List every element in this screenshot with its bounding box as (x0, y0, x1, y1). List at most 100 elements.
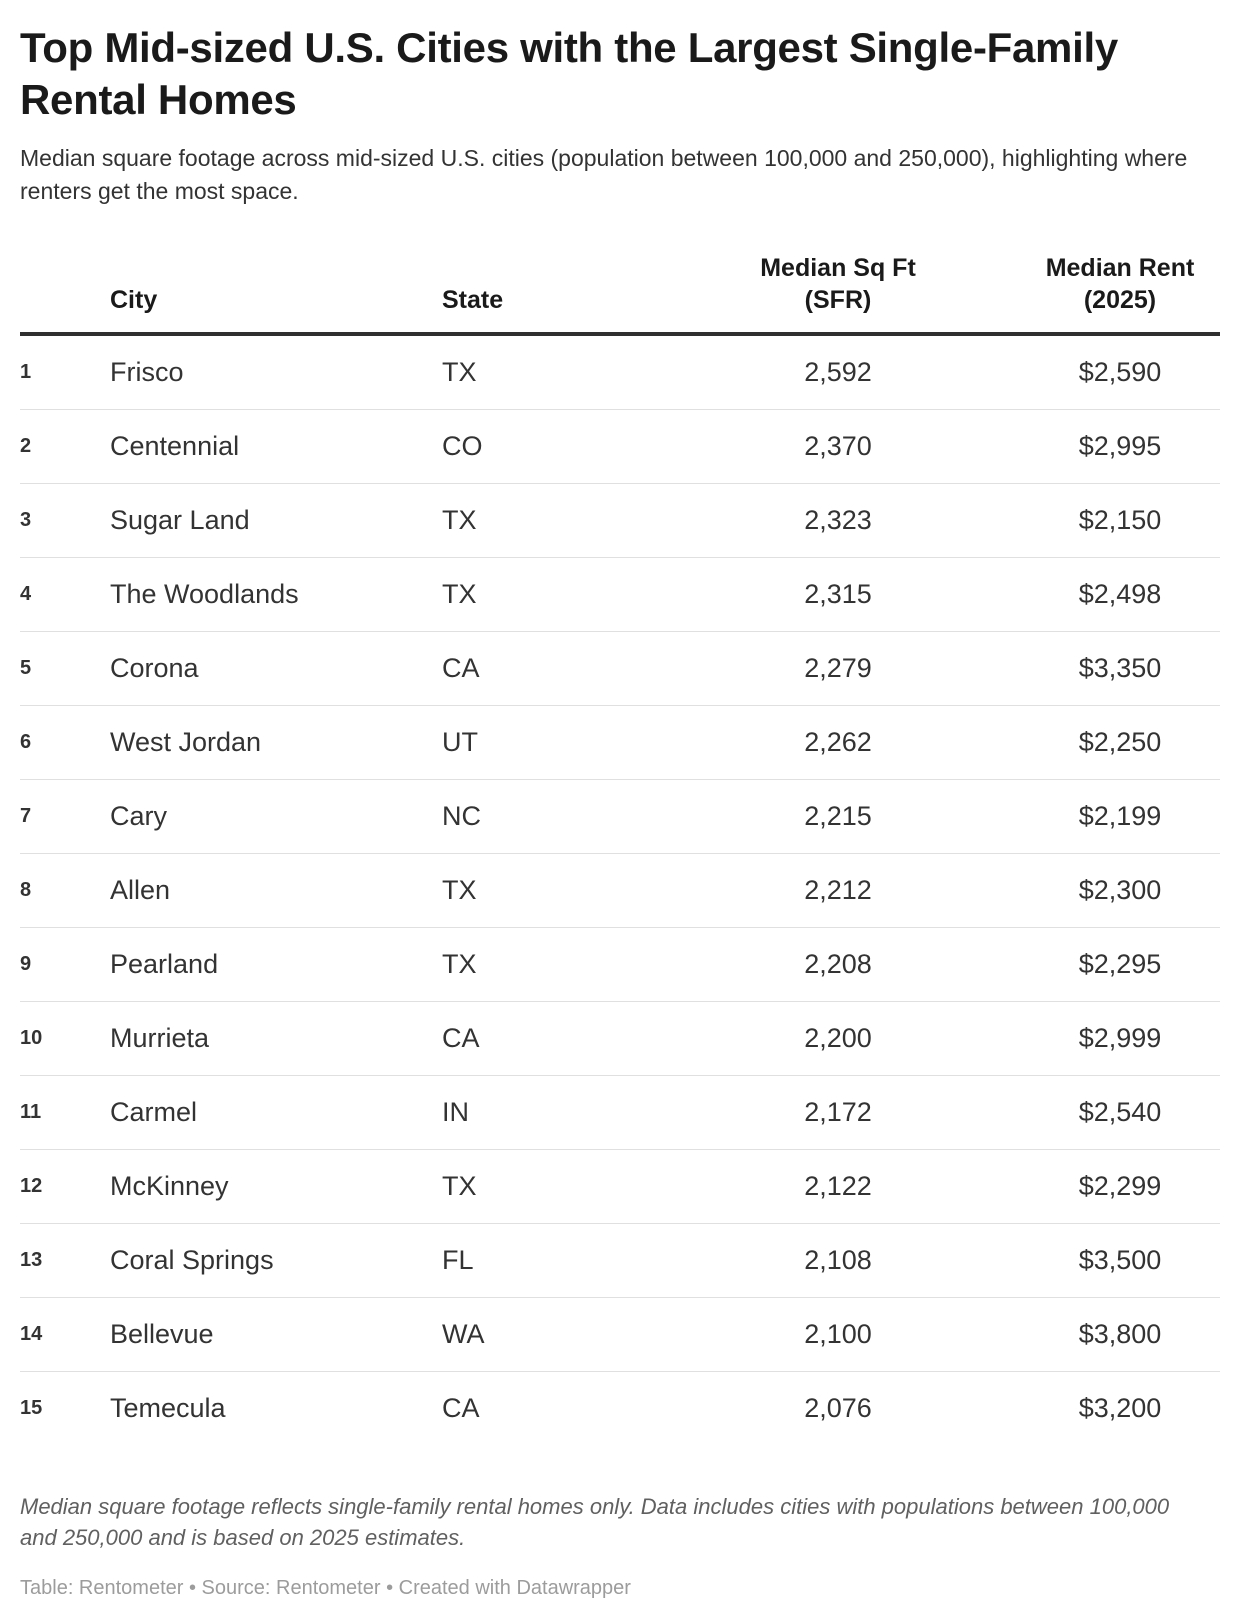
median-sqft-cell: 2,592 (804, 356, 872, 387)
city-cell: The Woodlands (110, 578, 299, 609)
rank-cell: 3 (20, 508, 32, 531)
median-rent-cell: $2,999 (1078, 1022, 1162, 1053)
state-cell: TX (442, 874, 477, 905)
median-sqft-cell: 2,100 (804, 1318, 872, 1349)
city-cell: Sugar Land (110, 504, 250, 535)
table-row: 8 Allen TX 2,212 $2,300 (20, 853, 1220, 927)
table-row: 7 Cary NC 2,215 $2,199 (20, 779, 1220, 853)
median-rent-cell: $3,200 (1078, 1392, 1162, 1423)
median-rent-cell: $2,150 (1078, 504, 1162, 535)
median-sqft-cell: 2,370 (804, 430, 872, 461)
city-cell: Frisco (110, 356, 184, 387)
median-sqft-cell: 2,212 (804, 874, 872, 905)
table-row: 13 Coral Springs FL 2,108 $3,500 (20, 1223, 1220, 1297)
column-header-median-sqft: Median Sq Ft (SFR) (760, 253, 916, 315)
state-cell: CA (442, 1392, 480, 1423)
state-cell: IN (442, 1096, 469, 1127)
column-header-state: State (442, 286, 504, 315)
median-rent-cell: $2,540 (1078, 1096, 1162, 1127)
median-rent-cell: $2,250 (1078, 726, 1162, 757)
state-cell: CO (442, 430, 483, 461)
median-sqft-cell: 2,172 (804, 1096, 872, 1127)
column-header-median-rent: Median Rent (2025) (1045, 253, 1195, 315)
table-row: 2 Centennial CO 2,370 $2,995 (20, 409, 1220, 483)
table-header: City State Median Sq Ft (SFR) Median Ren… (20, 252, 1220, 334)
rank-cell: 8 (20, 878, 32, 901)
table-row: 10 Murrieta CA 2,200 $2,999 (20, 1001, 1220, 1075)
median-rent-cell: $2,199 (1078, 800, 1162, 831)
state-cell: TX (442, 578, 477, 609)
table-row: 1 Frisco TX 2,592 $2,590 (20, 334, 1220, 410)
city-cell: McKinney (110, 1170, 229, 1201)
table-row: 3 Sugar Land TX 2,323 $2,150 (20, 483, 1220, 557)
city-cell: West Jordan (110, 726, 262, 757)
table-footnote: Median square footage reflects single-fa… (20, 1493, 1170, 1550)
median-sqft-cell: 2,215 (804, 800, 872, 831)
median-rent-cell: $3,350 (1078, 652, 1162, 683)
rank-cell: 14 (20, 1322, 43, 1345)
city-cell: Carmel (110, 1096, 198, 1127)
table-row: 9 Pearland TX 2,208 $2,295 (20, 927, 1220, 1001)
median-sqft-cell: 2,108 (804, 1244, 872, 1275)
table-row: 4 The Woodlands TX 2,315 $2,498 (20, 557, 1220, 631)
median-sqft-cell: 2,200 (804, 1022, 872, 1053)
median-sqft-cell: 2,279 (804, 652, 872, 683)
rank-cell: 4 (20, 582, 32, 605)
state-cell: CA (442, 652, 480, 683)
median-rent-cell: $2,300 (1078, 874, 1162, 905)
state-cell: WA (442, 1318, 485, 1349)
table-row: 14 Bellevue WA 2,100 $3,800 (20, 1297, 1220, 1371)
state-cell: TX (442, 1170, 477, 1201)
city-cell: Allen (110, 874, 171, 905)
median-sqft-cell: 2,076 (804, 1392, 872, 1423)
median-rent-cell: $2,295 (1078, 948, 1162, 979)
table-header-row: City State Median Sq Ft (SFR) Median Ren… (20, 252, 1220, 334)
table-row: 6 West Jordan UT 2,262 $2,250 (20, 705, 1220, 779)
column-header-city: City (110, 286, 158, 315)
median-rent-cell: $3,500 (1078, 1244, 1162, 1275)
median-sqft-cell: 2,208 (804, 948, 872, 979)
rank-cell: 11 (20, 1100, 42, 1123)
rank-cell: 5 (20, 656, 32, 679)
page-subtitle: Median square footage across mid-sized U… (20, 145, 1188, 204)
city-cell: Murrieta (110, 1022, 210, 1053)
city-cell: Bellevue (110, 1318, 214, 1349)
city-cell: Corona (110, 652, 199, 683)
rank-cell: 7 (20, 804, 32, 827)
rank-cell: 15 (20, 1396, 43, 1419)
page-title: Top Mid-sized U.S. Cities with the Large… (20, 24, 1118, 123)
state-cell: TX (442, 504, 477, 535)
city-cell: Centennial (110, 430, 240, 461)
median-rent-cell: $2,995 (1078, 430, 1162, 461)
city-cell: Pearland (110, 948, 219, 979)
median-rent-cell: $2,590 (1078, 356, 1162, 387)
rank-cell: 12 (20, 1174, 43, 1197)
state-cell: TX (442, 356, 477, 387)
city-cell: Temecula (110, 1392, 226, 1423)
source-credit: Table: Rentometer • Source: Rentometer •… (20, 1577, 631, 1600)
city-cell: Coral Springs (110, 1244, 274, 1275)
rental-homes-table: City State Median Sq Ft (SFR) Median Ren… (20, 252, 1220, 1445)
state-cell: UT (442, 726, 478, 757)
median-sqft-cell: 2,262 (804, 726, 872, 757)
rank-cell: 10 (20, 1026, 43, 1049)
rank-cell: 6 (20, 730, 32, 753)
rank-cell: 1 (20, 360, 32, 383)
rank-cell: 2 (20, 434, 32, 457)
median-sqft-cell: 2,315 (804, 578, 872, 609)
state-cell: FL (442, 1244, 474, 1275)
column-header-rank (20, 252, 110, 334)
table-row: 11 Carmel IN 2,172 $2,540 (20, 1075, 1220, 1149)
state-cell: TX (442, 948, 477, 979)
median-rent-cell: $2,299 (1078, 1170, 1162, 1201)
median-sqft-cell: 2,323 (804, 504, 872, 535)
table-row: 5 Corona CA 2,279 $3,350 (20, 631, 1220, 705)
city-cell: Cary (110, 800, 168, 831)
table-body: 1 Frisco TX 2,592 $2,590 2 Centennial CO… (20, 334, 1220, 1445)
median-rent-cell: $3,800 (1078, 1318, 1162, 1349)
median-sqft-cell: 2,122 (804, 1170, 872, 1201)
state-cell: NC (442, 800, 481, 831)
state-cell: CA (442, 1022, 480, 1053)
rank-cell: 13 (20, 1248, 43, 1271)
